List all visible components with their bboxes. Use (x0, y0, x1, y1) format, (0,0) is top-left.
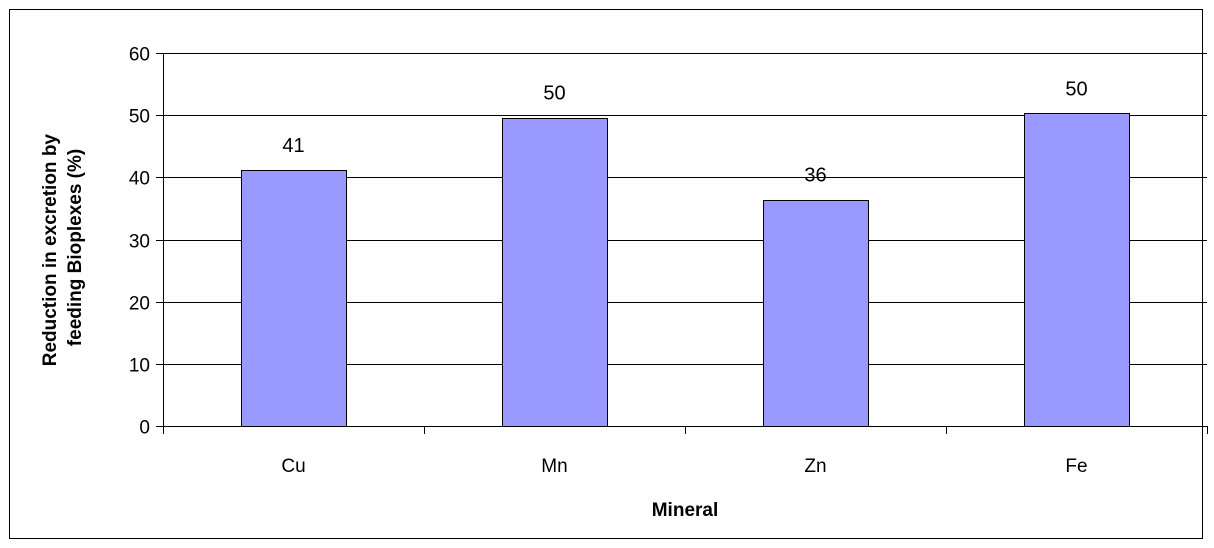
y-tick-label: 60 (129, 45, 150, 66)
bar-fe (1024, 113, 1130, 427)
y-axis-title: Reduction in excretion by feeding Biople… (40, 129, 86, 367)
x-tick-label-mn: Mn (541, 456, 567, 477)
bar-mn (502, 118, 608, 427)
data-label-fe: 50 (1065, 78, 1087, 100)
x-tick-label-zn: Zn (804, 456, 826, 477)
y-tick-label: 0 (139, 418, 150, 439)
data-label-cu: 41 (282, 135, 304, 157)
x-tick-label-fe: Fe (1065, 456, 1087, 477)
labels: 0 10 20 30 40 50 60 41 Cu 50 Mn 36 Zn 50 Fe (129, 45, 1088, 478)
y-tick-label: 30 (129, 232, 150, 253)
y-tick-label: 20 (129, 294, 150, 315)
x-axis-title: Mineral (652, 500, 719, 521)
y-tick-label: 40 (129, 169, 150, 190)
x-tick-label-cu: Cu (281, 456, 305, 477)
y-tick-label: 50 (129, 107, 150, 128)
y-axis-title-line-2: feeding Bioplexes (%) (65, 149, 86, 346)
bar-cu (241, 170, 347, 427)
bar-zn (763, 200, 869, 427)
y-axis-title-line-1: Reduction in excretion by (40, 134, 61, 367)
data-label-mn: 50 (543, 83, 565, 105)
y-tick-label: 10 (129, 356, 150, 377)
data-label-zn: 36 (804, 165, 826, 187)
axes (156, 53, 1208, 434)
bars (241, 113, 1130, 427)
